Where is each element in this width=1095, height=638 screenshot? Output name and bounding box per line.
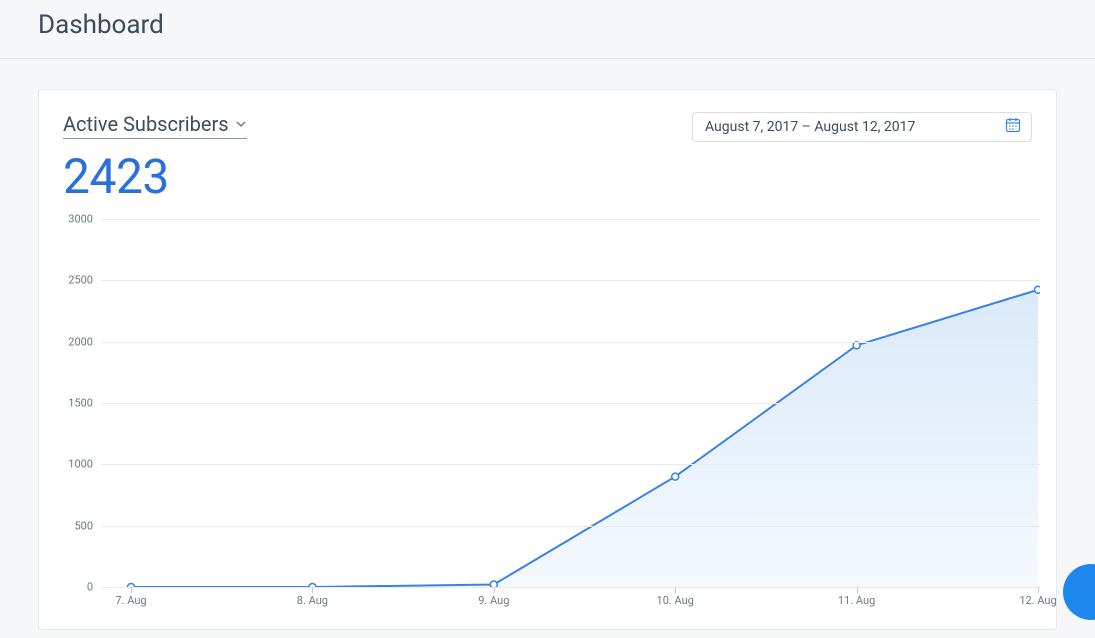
chart-x-tick [494,587,495,593]
date-range-text: August 7, 2017 – August 12, 2017 [705,119,915,135]
metric-value: 2423 [63,148,1048,205]
chart-plot-area: 0500100015002000250030007. Aug8. Aug9. A… [101,219,1040,587]
chart-y-label: 1500 [68,397,93,410]
card-top-row: Active Subscribers August 7, 2017 – Augu… [47,112,1048,142]
chart-x-label: 8. Aug [297,594,328,607]
chart-x-label: 7. Aug [115,594,146,607]
chart-gridline [101,403,1040,404]
chart-x-tick [857,587,858,593]
chart-x-label: 11. Aug [838,594,875,607]
chat-widget-button[interactable] [1063,564,1095,620]
chart-gridline [101,342,1040,343]
dashboard-card: Active Subscribers August 7, 2017 – Augu… [38,89,1057,630]
chart-x-tick [1038,587,1039,593]
chart-gridline [101,219,1040,220]
chart-x-tick [131,587,132,593]
chart-gridline [101,280,1040,281]
metric-label: Active Subscribers [63,112,229,136]
date-range-picker[interactable]: August 7, 2017 – August 12, 2017 [692,112,1032,142]
chart-y-label: 3000 [68,213,93,226]
chart-x-tick [675,587,676,593]
page-header: Dashboard [0,0,1095,59]
chart-x-label: 12. Aug [1019,594,1056,607]
chart-y-label: 2000 [68,335,93,348]
chart-y-label: 500 [74,519,93,532]
chart-gridline [101,526,1040,527]
chart-x-label: 10. Aug [657,594,694,607]
chevron-down-icon [235,118,247,130]
chart-y-label: 2500 [68,274,93,287]
page-title: Dashboard [38,10,1057,40]
chart-x-label: 9. Aug [478,594,509,607]
metric-dropdown[interactable]: Active Subscribers [63,112,247,139]
chart-y-label: 1000 [68,458,93,471]
subscribers-chart: 0500100015002000250030007. Aug8. Aug9. A… [47,219,1048,609]
calendar-icon [1005,117,1021,137]
chart-gridline [101,464,1040,465]
chart-gridline [101,587,1040,588]
chart-y-label: 0 [87,581,93,594]
chart-x-tick [312,587,313,593]
